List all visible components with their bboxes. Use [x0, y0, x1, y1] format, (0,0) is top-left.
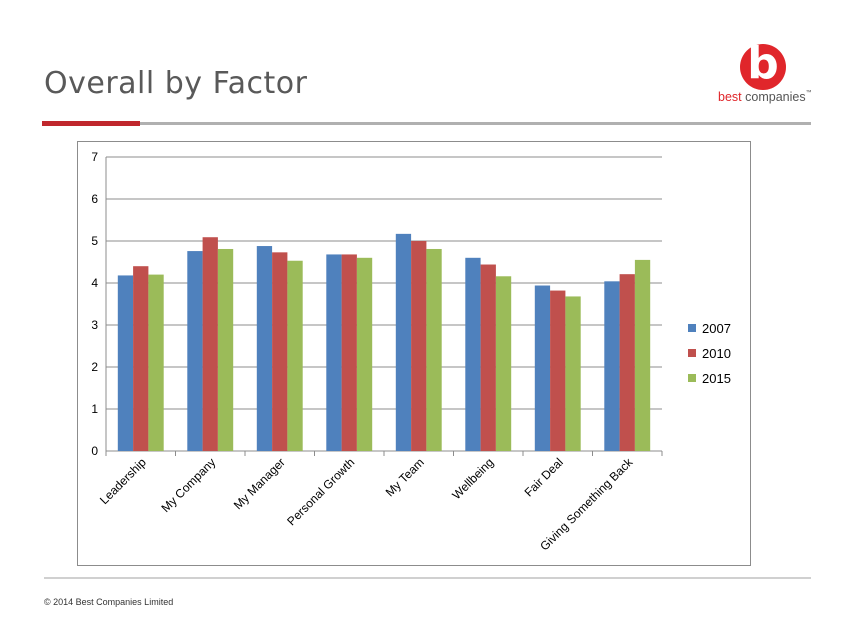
bar-2010-fair-deal — [550, 290, 566, 451]
legend-label-2007: 2007 — [702, 321, 731, 336]
logo-trademark: ™ — [805, 90, 812, 96]
bar-2010-personal-growth — [341, 254, 357, 451]
best-companies-b-icon — [740, 44, 786, 90]
bar-2007-giving-something-back — [604, 281, 620, 451]
y-tick-label: 6 — [91, 192, 98, 206]
legend-label-2010: 2010 — [702, 346, 731, 361]
x-category-label: Fair Deal — [522, 455, 566, 499]
bar-2010-wellbeing — [480, 264, 496, 451]
bar-2015-personal-growth — [356, 257, 373, 451]
title-accent-bar — [42, 121, 140, 126]
x-category-label: Personal Growth — [284, 455, 357, 528]
bar-2010-my-company — [202, 237, 218, 451]
bar-2015-my-company — [217, 248, 234, 451]
x-category-label: Leadership — [97, 455, 149, 507]
footer-divider — [44, 577, 811, 579]
logo-word-companies: companies — [745, 90, 806, 104]
bar-2015-my-team — [426, 248, 442, 451]
y-tick-label: 0 — [91, 444, 98, 458]
logo-letter: b — [747, 38, 779, 89]
legend-swatch-2015 — [688, 374, 696, 382]
bar-2010-my-manager — [272, 252, 288, 451]
bar-2015-fair-deal — [565, 296, 581, 451]
y-tick-label: 3 — [91, 318, 98, 332]
bar-2007-leadership — [117, 275, 134, 451]
legend-swatch-2007 — [688, 324, 696, 332]
bar-2015-my-manager — [287, 260, 303, 451]
logo-word-best: best — [718, 90, 742, 104]
bar-2010-leadership — [133, 266, 149, 451]
bar-2007-my-company — [187, 251, 203, 451]
legend-label-2015: 2015 — [702, 371, 731, 386]
logo-wordmark: best companies™ — [718, 90, 812, 104]
x-category-label: My Company — [158, 455, 218, 515]
bar-2007-fair-deal — [534, 285, 551, 451]
y-tick-label: 1 — [91, 402, 98, 416]
x-category-label: My Team — [383, 455, 427, 499]
copyright-footer: © 2014 Best Companies Limited — [44, 597, 174, 607]
bar-2007-my-team — [395, 233, 412, 451]
bar-2015-leadership — [148, 274, 164, 451]
bar-2015-giving-something-back — [634, 259, 651, 451]
y-tick-label: 2 — [91, 360, 98, 374]
bar-2007-wellbeing — [465, 257, 481, 451]
title-divider — [44, 122, 811, 125]
y-tick-label: 5 — [91, 234, 98, 248]
bar-2007-my-manager — [256, 246, 273, 451]
bar-2007-personal-growth — [326, 254, 342, 451]
legend-swatch-2010 — [688, 349, 696, 357]
chart-frame: 0 1 2 3 4 5 6 7 Leadership My Company My Manager Pe… — [77, 141, 751, 566]
bar-2010-giving-something-back — [619, 274, 635, 451]
x-category-label: Wellbeing — [449, 455, 496, 502]
y-tick-label: 4 — [91, 276, 98, 290]
page-title: Overall by Factor — [44, 66, 308, 101]
company-logo: b best companies™ — [716, 38, 816, 108]
y-tick-label: 7 — [91, 150, 98, 164]
bar-2010-my-team — [411, 241, 427, 451]
x-category-label: My Manager — [231, 455, 288, 512]
bar-chart: 0 1 2 3 4 5 6 7 Leadership My Company My ManagerPe… — [91, 150, 731, 553]
bar-2015-wellbeing — [495, 276, 512, 451]
